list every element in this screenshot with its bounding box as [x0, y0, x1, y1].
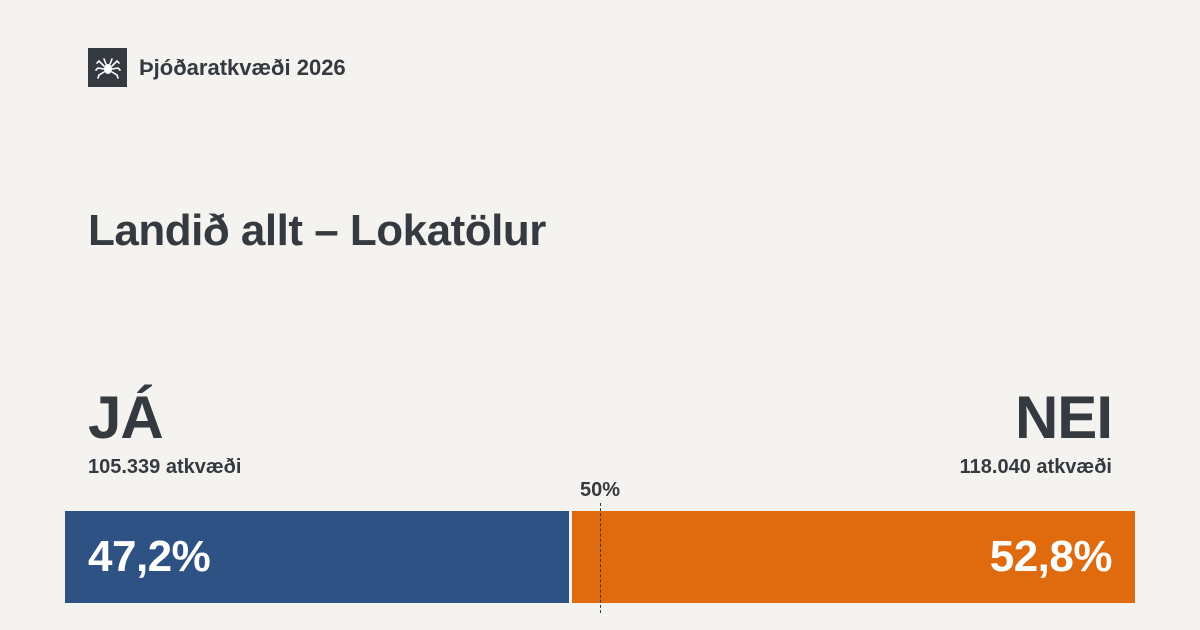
yes-bar-segment: 47,2% [65, 511, 569, 603]
no-label: NEI [1014, 384, 1113, 451]
brand-name: Þjóðaratkvæði 2026 [139, 54, 346, 80]
bar-divider [569, 511, 572, 603]
no-percent: 52,8% [989, 532, 1113, 581]
yes-votes: 105.339 atkvæði [88, 456, 242, 478]
result-bar: 47,2% 52,8% [65, 511, 1135, 603]
no-votes: 118.040 atkvæði [959, 456, 1112, 478]
yes-percent: 47,2% [88, 532, 211, 581]
brand-header: Þjóðaratkvæði 2026 [88, 48, 346, 87]
yes-label: JÁ [88, 384, 164, 451]
page-title: Landið allt – Lokatölur [88, 206, 546, 255]
spider-emblem-icon [88, 48, 127, 87]
midpoint-line [600, 503, 601, 613]
no-bar-segment: 52,8% [572, 511, 1135, 603]
midpoint-label: 50% [579, 479, 621, 501]
